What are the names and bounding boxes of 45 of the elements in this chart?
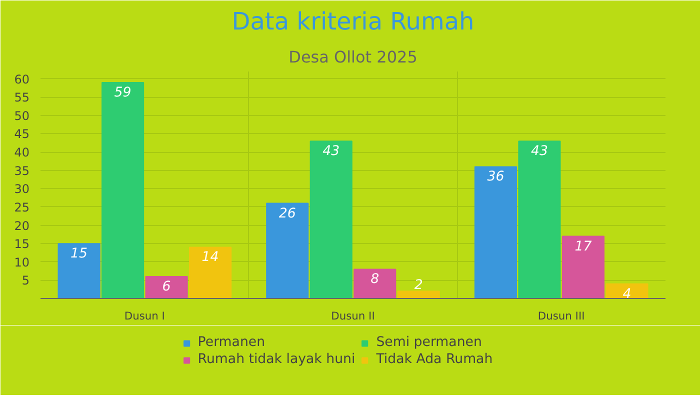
y-tick-label: 55 bbox=[14, 90, 30, 105]
y-tick-label: 35 bbox=[14, 164, 30, 178]
y-tick-label: 25 bbox=[14, 200, 30, 214]
legend-label: Tidak Ada Rumah bbox=[376, 352, 494, 367]
y-tick-label: 60 bbox=[14, 72, 30, 86]
x-tick-label: Dusun III bbox=[538, 310, 585, 322]
data-label: 14 bbox=[202, 250, 219, 266]
legend-label: Permanen bbox=[198, 335, 266, 350]
data-label: 17 bbox=[574, 239, 592, 254]
data-label: 6 bbox=[162, 280, 171, 295]
bar bbox=[189, 246, 232, 298]
bar bbox=[145, 276, 188, 298]
y-tick-label: 5 bbox=[22, 274, 30, 288]
bar bbox=[310, 140, 352, 298]
y-tick-label: 45 bbox=[14, 127, 30, 142]
data-label: 26 bbox=[278, 206, 296, 222]
bar bbox=[397, 290, 440, 298]
data-label: 15 bbox=[70, 246, 88, 262]
data-label: 8 bbox=[370, 272, 380, 288]
x-tick-label: Dusun I bbox=[124, 310, 165, 322]
y-tick-label: 50 bbox=[14, 108, 30, 123]
bar bbox=[562, 236, 604, 298]
chart-subtitle: Desa Ollot 2025 bbox=[288, 48, 418, 66]
data-label: 4 bbox=[622, 286, 632, 302]
y-tick-label: 15 bbox=[14, 237, 30, 252]
y-tick-label: 30 bbox=[14, 182, 30, 196]
y-tick-label: 20 bbox=[14, 218, 30, 233]
bar bbox=[266, 202, 309, 298]
data-label: 43 bbox=[322, 144, 340, 160]
legend-label: Semi permanen bbox=[376, 335, 483, 350]
data-label: 36 bbox=[487, 170, 504, 185]
data-label: 2 bbox=[414, 278, 423, 294]
bar bbox=[58, 243, 100, 298]
bar bbox=[474, 166, 517, 298]
data-label: 43 bbox=[530, 144, 548, 160]
chart-title: Data kriteria Rumah bbox=[232, 8, 474, 36]
legend-label: Rumah tidak layak huni bbox=[198, 352, 356, 367]
bar bbox=[606, 283, 648, 298]
x-tick-label: Dusun II bbox=[331, 310, 375, 322]
y-tick-label: 10 bbox=[14, 255, 30, 270]
bar bbox=[102, 82, 144, 298]
data-label: 59 bbox=[114, 85, 132, 100]
bar bbox=[518, 140, 561, 298]
bar bbox=[354, 268, 396, 298]
y-tick-label: 40 bbox=[14, 146, 30, 160]
